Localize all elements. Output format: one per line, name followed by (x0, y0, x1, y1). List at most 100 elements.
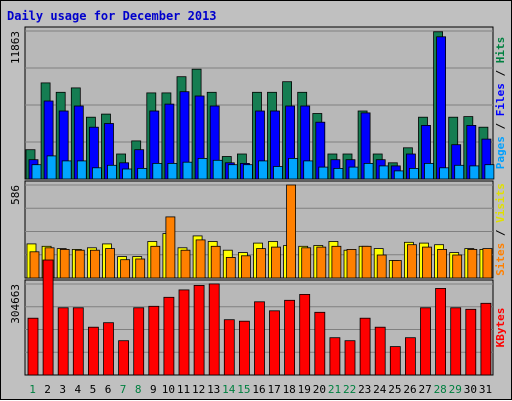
x-tick-label: 24 (373, 383, 387, 396)
x-tick-label: 31 (479, 383, 492, 396)
bar-sites-day-17 (271, 246, 281, 279)
bar-kbytes-day-1 (27, 317, 39, 376)
legend-part: Pages (494, 136, 507, 169)
x-tick-label: 20 (313, 383, 326, 396)
x-tick-label: 25 (388, 383, 401, 396)
bar-sites-day-6 (105, 248, 115, 279)
legend-part: / (494, 223, 507, 243)
bar-pages-day-13 (212, 159, 223, 180)
bar-kbytes-day-14 (223, 319, 235, 376)
bar-kbytes-day-13 (208, 283, 220, 376)
bar-kbytes-day-12 (193, 284, 205, 376)
bar-sites-day-1 (29, 251, 40, 279)
bar-pages-day-12 (197, 157, 208, 180)
bar-pages-day-19 (303, 160, 314, 180)
bar-kbytes-day-25 (389, 346, 401, 376)
bar-kbytes-day-9 (148, 305, 160, 376)
bar-pages-day-28 (439, 167, 450, 180)
bar-kbytes-day-11 (178, 289, 190, 376)
x-tick-label: 13 (207, 383, 220, 396)
x-tick-label: 19 (298, 383, 311, 396)
bar-sites-day-13 (210, 245, 221, 279)
bar-pages-day-21 (333, 167, 344, 180)
bar-pages-day-10 (167, 162, 178, 180)
bar-sites-day-9 (150, 245, 161, 279)
ymax-label-hits_files_pages: 11863 (9, 31, 22, 64)
bar-pages-day-1 (31, 164, 42, 180)
bar-sites-day-7 (120, 259, 130, 279)
legend-part: Visits (494, 183, 507, 223)
bar-kbytes-day-28 (435, 287, 447, 376)
bar-kbytes-day-22 (344, 340, 356, 376)
bar-pages-day-18 (288, 157, 299, 180)
bar-pages-day-6 (107, 164, 117, 180)
x-tick-label: 30 (464, 383, 477, 396)
bar-sites-day-26 (406, 244, 417, 279)
bar-kbytes-day-16 (254, 301, 265, 376)
x-tick-label: 3 (59, 383, 66, 396)
ymax-label-kbytes: 304663 (9, 284, 22, 324)
bar-sites-day-20 (316, 246, 327, 279)
bar-pages-day-5 (92, 167, 102, 180)
x-tick-label: 16 (252, 383, 265, 396)
bar-sites-day-12 (195, 239, 206, 279)
bar-kbytes-day-31 (480, 302, 492, 376)
x-tick-label: 8 (135, 383, 142, 396)
bar-pages-day-16 (258, 160, 268, 180)
bar-pages-day-4 (76, 160, 87, 180)
x-tick-label: 27 (418, 383, 431, 396)
legend-label-visits_sites: Sites / Visits (494, 183, 507, 276)
x-tick-label: 22 (343, 383, 356, 396)
x-tick-label: 6 (105, 383, 112, 396)
bar-pages-day-2 (46, 155, 57, 180)
bar-sites-day-30 (467, 248, 478, 279)
bar-kbytes-day-24 (374, 326, 386, 376)
bar-kbytes-day-15 (238, 320, 250, 376)
bar-sites-day-11 (180, 249, 191, 279)
bar-pages-day-8 (137, 167, 148, 180)
bar-sites-day-14 (225, 256, 236, 279)
bar-pages-day-3 (61, 160, 72, 180)
bar-sites-day-19 (301, 247, 312, 279)
bar-sites-day-3 (59, 248, 70, 279)
bar-kbytes-day-17 (269, 310, 280, 376)
bar-kbytes-day-23 (359, 317, 371, 376)
bar-sites-day-27 (422, 246, 432, 279)
bar-sites-day-10 (165, 216, 176, 279)
bar-kbytes-day-29 (450, 307, 462, 376)
panel-hits_files_pages: 11863 Pages / Files / Hits (9, 26, 507, 180)
bar-sites-day-31 (482, 248, 493, 279)
panels-layer: 11863 Pages / Files / Hits 586 Sites / Visi… (9, 26, 507, 376)
bar-sites-day-29 (452, 254, 463, 279)
bar-kbytes-day-18 (284, 299, 296, 376)
bar-kbytes-day-21 (329, 337, 341, 376)
legend-part: Hits (494, 37, 507, 64)
x-tick-label: 26 (403, 383, 416, 396)
x-tick-label: 28 (434, 383, 447, 396)
bar-pages-day-30 (469, 165, 480, 180)
bar-kbytes-day-5 (88, 326, 99, 376)
bar-pages-day-24 (378, 165, 389, 180)
x-tick-label: 10 (162, 383, 175, 396)
bar-pages-day-27 (424, 162, 434, 180)
bar-pages-day-11 (182, 161, 193, 180)
x-tick-label: 12 (192, 383, 205, 396)
bar-kbytes-day-4 (72, 307, 84, 376)
bar-kbytes-day-19 (299, 293, 311, 376)
bar-kbytes-day-10 (163, 296, 175, 376)
panel-visits_sites: 586 Sites / Visits (9, 180, 507, 279)
bar-pages-day-14 (227, 164, 238, 180)
legend-part: Files (494, 83, 507, 116)
legend-label-kbytes: KBytes (494, 308, 507, 348)
x-tick-label: 29 (449, 383, 462, 396)
bar-pages-day-7 (122, 168, 132, 180)
bar-sites-day-15 (240, 255, 251, 279)
x-tick-label: 5 (90, 383, 97, 396)
x-tick-label: 18 (283, 383, 296, 396)
bar-sites-day-16 (256, 248, 266, 279)
bar-sites-day-18 (286, 184, 297, 279)
bar-kbytes-day-7 (118, 340, 129, 376)
bar-sites-day-5 (90, 249, 100, 279)
bar-pages-day-29 (454, 164, 465, 180)
